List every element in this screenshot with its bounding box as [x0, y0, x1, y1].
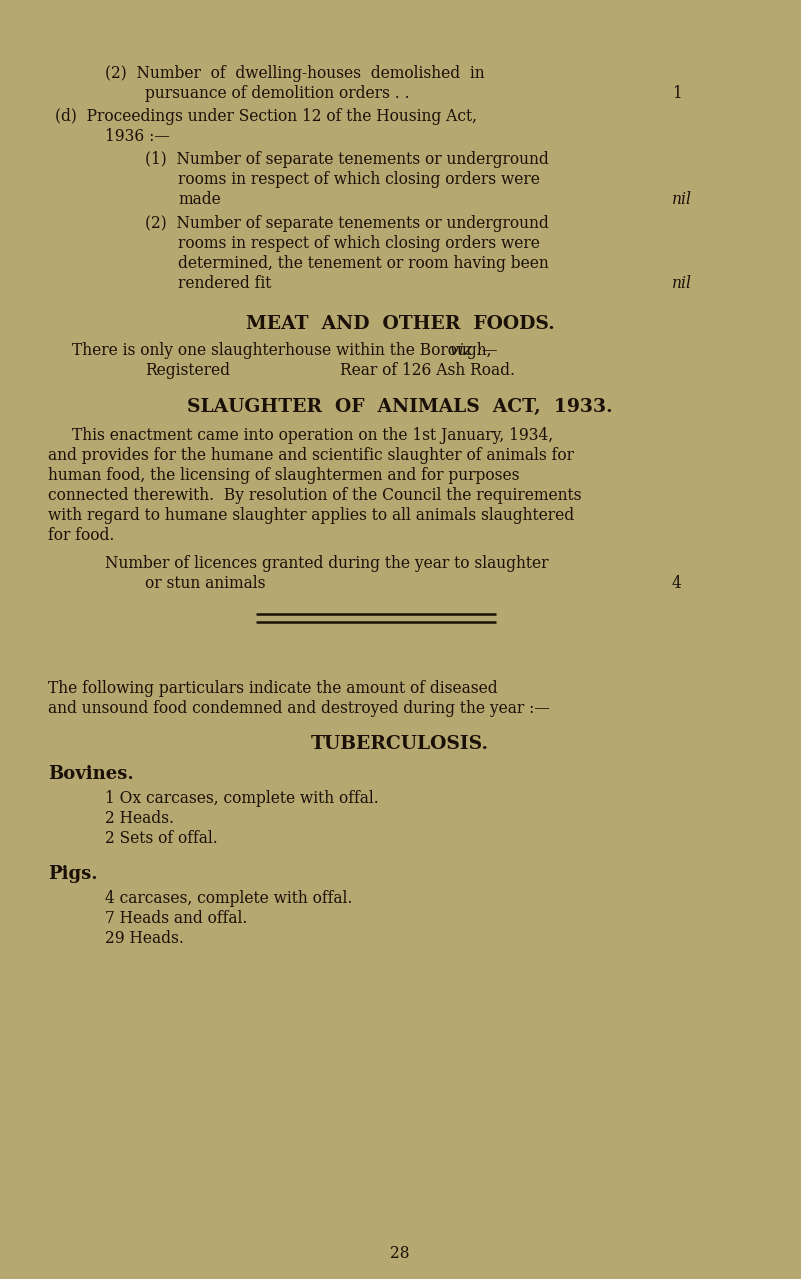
Text: Number of licences granted during the year to slaughter: Number of licences granted during the ye… — [105, 555, 549, 572]
Text: and unsound food condemned and destroyed during the year :—: and unsound food condemned and destroyed… — [48, 700, 549, 718]
Text: rendered fit: rendered fit — [178, 275, 272, 292]
Text: 2 Heads.: 2 Heads. — [105, 810, 174, 828]
Text: (1)  Number of separate tenements or underground: (1) Number of separate tenements or unde… — [145, 151, 549, 168]
Text: Rear of 126 Ash Road.: Rear of 126 Ash Road. — [340, 362, 515, 379]
Text: This enactment came into operation on the 1st January, 1934,: This enactment came into operation on th… — [72, 427, 553, 444]
Text: SLAUGHTER  OF  ANIMALS  ACT,  1933.: SLAUGHTER OF ANIMALS ACT, 1933. — [187, 398, 613, 416]
Text: 4: 4 — [672, 576, 682, 592]
Text: (2)  Number  of  dwelling-houses  demolished  in: (2) Number of dwelling-houses demolished… — [105, 65, 485, 82]
Text: nil: nil — [672, 275, 692, 292]
Text: 29 Heads.: 29 Heads. — [105, 930, 184, 946]
Text: pursuance of demolition orders . .: pursuance of demolition orders . . — [145, 84, 409, 102]
Text: The following particulars indicate the amount of diseased: The following particulars indicate the a… — [48, 680, 497, 697]
Text: 1 Ox carcases, complete with offal.: 1 Ox carcases, complete with offal. — [105, 790, 379, 807]
Text: made: made — [178, 191, 221, 208]
Text: or stun animals: or stun animals — [145, 576, 265, 592]
Text: (d)  Proceedings under Section 12 of the Housing Act,: (d) Proceedings under Section 12 of the … — [55, 107, 477, 125]
Text: Bovines.: Bovines. — [48, 765, 134, 783]
Text: connected therewith.  By resolution of the Council the requirements: connected therewith. By resolution of th… — [48, 487, 582, 504]
Text: and provides for the humane and scientific slaughter of animals for: and provides for the humane and scientif… — [48, 446, 574, 464]
Text: human food, the licensing of slaughtermen and for purposes: human food, the licensing of slaughterme… — [48, 467, 520, 483]
Text: MEAT  AND  OTHER  FOODS.: MEAT AND OTHER FOODS. — [246, 315, 554, 333]
Text: 1936 :—: 1936 :— — [105, 128, 170, 145]
Text: TUBERCULOSIS.: TUBERCULOSIS. — [311, 735, 489, 753]
Text: 7 Heads and offal.: 7 Heads and offal. — [105, 909, 248, 927]
Text: for food.: for food. — [48, 527, 115, 544]
Text: rooms in respect of which closing orders were: rooms in respect of which closing orders… — [178, 235, 540, 252]
Text: Pigs.: Pigs. — [48, 865, 98, 883]
Text: determined, the tenement or room having been: determined, the tenement or room having … — [178, 255, 549, 272]
Text: There is only one slaughterhouse within the Borough,: There is only one slaughterhouse within … — [72, 341, 492, 359]
Text: rooms in respect of which closing orders were: rooms in respect of which closing orders… — [178, 171, 540, 188]
Text: 1: 1 — [672, 84, 682, 102]
Text: viz :—: viz :— — [450, 341, 497, 359]
Text: 4 carcases, complete with offal.: 4 carcases, complete with offal. — [105, 890, 352, 907]
Text: with regard to humane slaughter applies to all animals slaughtered: with regard to humane slaughter applies … — [48, 506, 574, 524]
Text: (2)  Number of separate tenements or underground: (2) Number of separate tenements or unde… — [145, 215, 549, 231]
Text: 2 Sets of offal.: 2 Sets of offal. — [105, 830, 218, 847]
Text: Registered: Registered — [145, 362, 230, 379]
Text: 28: 28 — [390, 1244, 410, 1262]
Text: nil: nil — [672, 191, 692, 208]
